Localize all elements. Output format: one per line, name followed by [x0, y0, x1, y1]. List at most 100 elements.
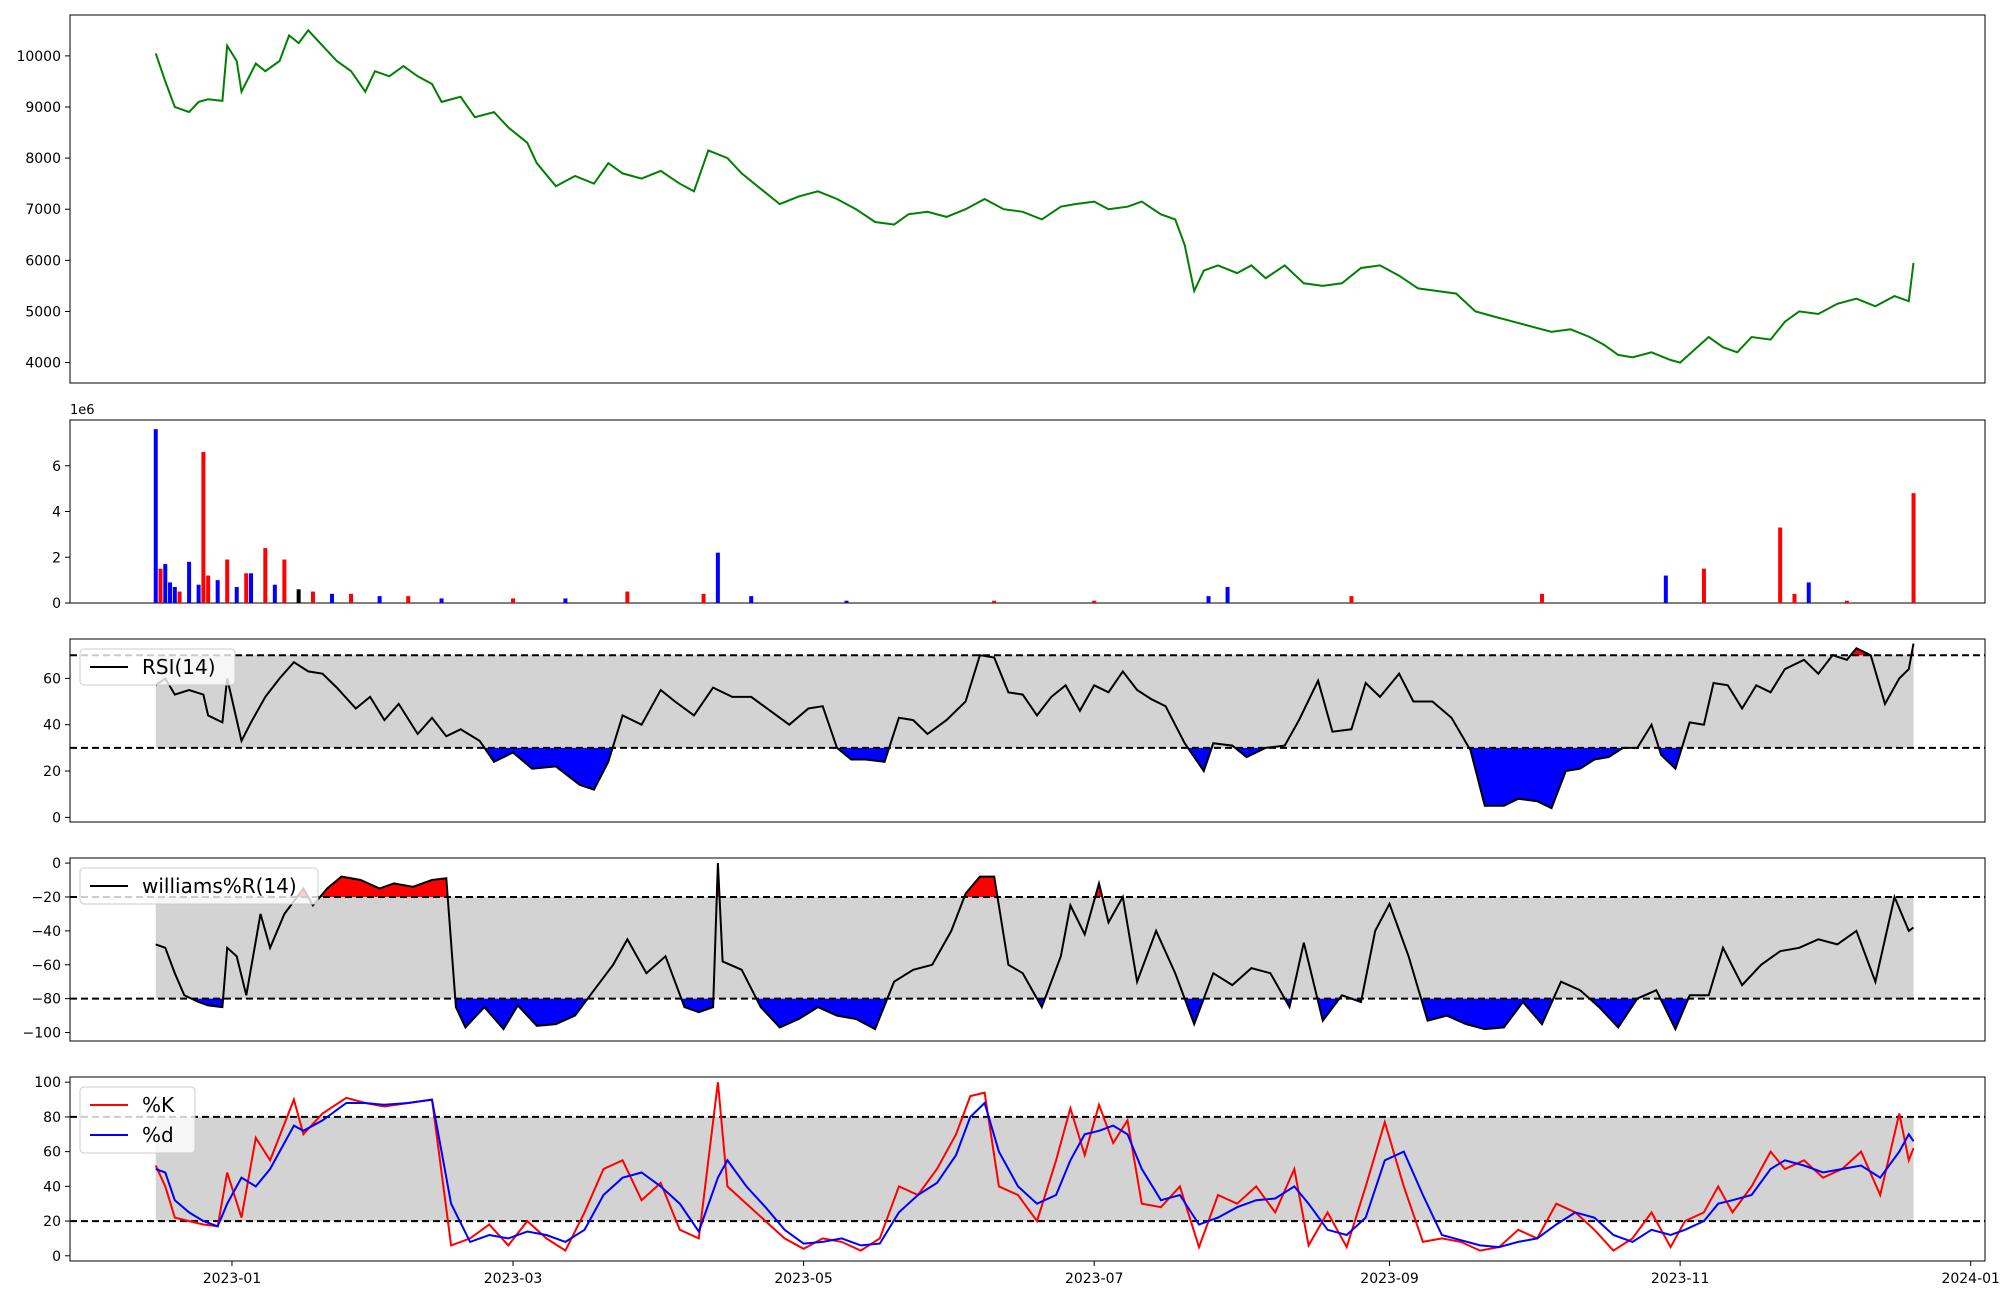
volume-bar	[296, 589, 301, 603]
y-offset-label: 1e6	[70, 403, 95, 418]
neutral-band	[155, 1116, 1914, 1222]
axes-frame	[69, 419, 1986, 604]
y-tick-label: −100	[23, 1026, 61, 1042]
y-tick-label: 60	[43, 671, 61, 687]
rsi-panel: 0 20 40 60 RSI(14)	[43, 638, 1986, 826]
y-tick-label: 20	[43, 1214, 61, 1230]
y-tick-label: 10000	[16, 49, 61, 65]
y-tick-label: 4	[52, 505, 61, 521]
volume-bar	[439, 598, 444, 603]
volume-bar	[187, 561, 192, 603]
y-tick-label: 0	[52, 596, 61, 612]
volume-bar	[1206, 596, 1211, 603]
x-tick-label: 2023-11	[1651, 1271, 1710, 1287]
volume-bar	[1663, 575, 1668, 603]
x-tick-label: 2024-01	[1941, 1271, 2000, 1287]
volume-bar	[749, 596, 754, 603]
volume-bar	[1778, 527, 1783, 603]
volume-bar	[172, 586, 177, 603]
volume-bar	[625, 591, 630, 603]
x-tick-label: 2023-09	[1360, 1271, 1419, 1287]
y-tick-label: 4000	[25, 356, 61, 372]
volume-bar	[563, 598, 568, 603]
y-tick-label: 6000	[25, 253, 61, 269]
volume-bar	[701, 593, 706, 603]
y-tick-label: 6	[52, 459, 61, 475]
neutral-band	[155, 896, 1914, 999]
rsi-line	[155, 643, 1915, 810]
legend-box	[79, 1086, 196, 1154]
volume-bar	[1701, 568, 1706, 603]
y-tick-label: 80	[43, 1110, 61, 1126]
volume-bar	[163, 564, 168, 603]
x-tick-label: 2023-07	[1065, 1271, 1124, 1287]
volume-bar	[206, 575, 211, 603]
volume-bar	[1792, 593, 1797, 603]
williams-line	[155, 863, 1915, 1032]
y-tick-label: 20	[43, 764, 61, 780]
volume-bar	[201, 452, 206, 603]
oversold-fill	[1235, 747, 1266, 758]
volume-bar	[282, 559, 287, 603]
volume-bar	[234, 586, 239, 603]
oversold-fill	[455, 998, 588, 1030]
axes-frame	[69, 14, 1986, 384]
y-tick-label: −40	[31, 924, 61, 940]
axes-frame	[69, 638, 1986, 823]
williams-panel: 0 −20 −40 −60 −80 −100 williams%R(14)	[23, 856, 1986, 1042]
volume-bar	[1349, 596, 1354, 603]
price-panel: 4000 5000 6000 7000 8000 9000 10000	[16, 14, 1986, 384]
oversold-fill	[1660, 998, 1689, 1030]
volume-bar	[196, 584, 201, 603]
x-tick-label: 2023-01	[203, 1271, 262, 1287]
y-tick-label: −60	[31, 958, 61, 974]
y-tick-label: 100	[34, 1075, 61, 1091]
volume-bar	[225, 559, 230, 603]
oversold-fill	[1184, 998, 1204, 1025]
y-tick-label: 2	[52, 550, 61, 566]
volume-bar	[177, 591, 182, 603]
axes-frame	[69, 857, 1986, 1042]
stoch-d-line	[155, 1098, 1915, 1249]
y-tick-label: 0	[52, 1249, 61, 1265]
volume-bar	[1844, 600, 1849, 603]
volume-bar	[272, 584, 277, 603]
volume-bar	[158, 568, 163, 603]
y-tick-label: 0	[52, 856, 61, 872]
stochastic-panel: 0 20 40 60 80 100 %K %d 2023-01 2023-03 2023-05 202…	[34, 1075, 2000, 1287]
overbought-fill	[320, 876, 448, 897]
oversold-fill	[484, 747, 613, 790]
volume-bar	[511, 598, 516, 603]
y-tick-label: 60	[43, 1145, 61, 1161]
oversold-fill	[1469, 747, 1623, 809]
volume-bar	[1092, 600, 1097, 603]
volume-bar	[1225, 586, 1230, 603]
volume-bar	[1806, 582, 1811, 603]
volume-bar	[215, 580, 220, 603]
oversold-fill	[1317, 998, 1340, 1021]
volume-bar	[330, 593, 335, 603]
legend-label: %d	[142, 1123, 174, 1147]
y-tick-label: −20	[31, 890, 61, 906]
volume-bar	[1911, 493, 1916, 603]
y-tick-label: 40	[43, 718, 61, 734]
volume-bar	[263, 548, 268, 603]
oversold-fill	[1421, 998, 1554, 1030]
y-tick-label: 8000	[25, 151, 61, 167]
volume-bar	[249, 573, 254, 603]
volume-bar	[153, 429, 158, 603]
x-tick-label: 2023-03	[484, 1271, 543, 1287]
x-tick-label: 2023-05	[774, 1271, 833, 1287]
legend-box	[79, 867, 319, 905]
legend-label: %K	[142, 1093, 175, 1117]
y-tick-label: 40	[43, 1179, 61, 1195]
volume-bar	[715, 552, 720, 603]
oversold-fill	[191, 998, 224, 1008]
price-series-line	[154, 28, 1915, 364]
legend-box	[79, 648, 236, 686]
y-tick-label: 9000	[25, 100, 61, 116]
oversold-fill	[1589, 998, 1638, 1028]
volume-bar	[377, 596, 382, 603]
volume-bar	[349, 593, 354, 603]
